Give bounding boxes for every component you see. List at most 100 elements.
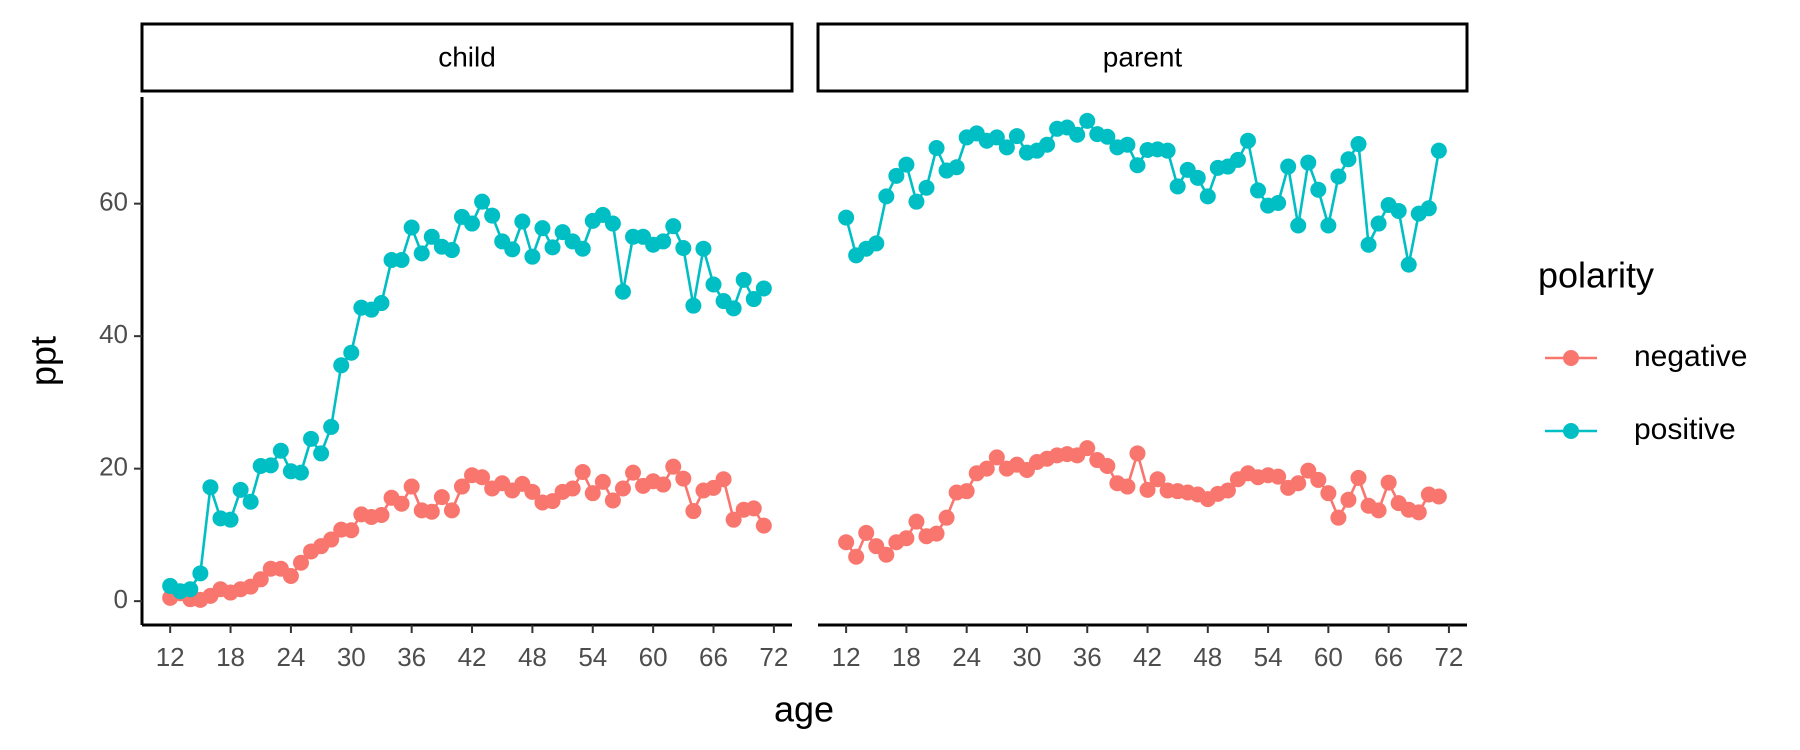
point — [564, 480, 581, 497]
point — [705, 276, 722, 293]
legend-key-point — [1563, 423, 1579, 439]
point — [1290, 475, 1307, 492]
point — [1199, 188, 1216, 205]
point — [474, 469, 491, 486]
x-axis-label: age — [774, 689, 834, 730]
point — [614, 283, 631, 300]
point — [1320, 217, 1337, 234]
point — [1270, 194, 1287, 211]
point — [594, 473, 611, 490]
series — [838, 112, 1447, 273]
series — [838, 440, 1447, 565]
point — [1219, 482, 1236, 499]
point — [1239, 132, 1256, 149]
y-tick-label: 0 — [114, 584, 128, 614]
point — [898, 530, 915, 547]
point — [544, 239, 561, 256]
point — [393, 495, 410, 512]
x-tick-label: 12 — [156, 642, 185, 672]
point — [938, 509, 955, 526]
point — [1099, 128, 1116, 145]
y-tick-label: 60 — [99, 187, 128, 217]
point — [675, 470, 692, 487]
point — [908, 193, 925, 210]
point — [544, 493, 561, 510]
point — [1290, 217, 1307, 234]
point — [272, 442, 289, 459]
point — [918, 179, 935, 196]
point — [1129, 157, 1146, 174]
point — [443, 502, 460, 519]
point — [574, 463, 591, 480]
point — [655, 476, 672, 493]
point — [988, 449, 1005, 466]
legend-label: positive — [1634, 413, 1736, 446]
point — [1340, 151, 1357, 168]
point — [1039, 136, 1056, 153]
x-tick-label: 30 — [1013, 642, 1042, 672]
point — [745, 500, 762, 517]
point — [433, 489, 450, 506]
point — [1119, 478, 1136, 495]
x-tick-label: 66 — [1374, 642, 1403, 672]
point — [755, 280, 772, 297]
legend-title: polarity — [1538, 255, 1654, 296]
point — [1370, 502, 1387, 519]
point — [484, 207, 501, 224]
point — [685, 297, 702, 314]
point — [232, 481, 249, 498]
x-tick-label: 12 — [832, 642, 861, 672]
point — [1280, 158, 1297, 175]
point — [1069, 126, 1086, 143]
point — [604, 492, 621, 509]
point — [1310, 471, 1327, 488]
point — [1400, 256, 1417, 273]
x-tick-label: 24 — [276, 642, 305, 672]
x-tick-label: 36 — [1073, 642, 1102, 672]
point — [665, 218, 682, 235]
x-tick-label: 60 — [639, 642, 668, 672]
point — [1129, 445, 1146, 462]
point — [403, 219, 420, 236]
point — [1360, 236, 1377, 253]
point — [313, 445, 330, 462]
legend-key-point — [1563, 350, 1579, 366]
point — [908, 513, 925, 530]
point — [1320, 485, 1337, 502]
point — [838, 534, 855, 551]
point — [554, 224, 571, 241]
point — [1008, 128, 1025, 145]
point — [1420, 200, 1437, 217]
point — [242, 493, 259, 510]
point — [978, 460, 995, 477]
point — [343, 522, 360, 539]
point — [1079, 440, 1096, 457]
legend-label: negative — [1634, 340, 1747, 373]
point — [1300, 154, 1317, 171]
point — [423, 503, 440, 520]
point — [1380, 474, 1397, 491]
x-tick-label: 48 — [1193, 642, 1222, 672]
point — [1099, 458, 1116, 475]
point — [464, 215, 481, 232]
point — [524, 248, 541, 265]
point — [1430, 142, 1447, 159]
point — [514, 213, 531, 230]
point — [262, 457, 279, 474]
point — [1340, 491, 1357, 508]
point — [403, 478, 420, 495]
point — [604, 215, 621, 232]
point — [888, 167, 905, 184]
x-tick-label: 54 — [578, 642, 607, 672]
point — [625, 464, 642, 481]
x-tick-label: 18 — [216, 642, 245, 672]
point — [202, 479, 219, 496]
point — [848, 548, 865, 565]
point — [443, 242, 460, 259]
x-tick-label: 36 — [397, 642, 426, 672]
point — [614, 480, 631, 497]
point — [878, 188, 895, 205]
point — [1250, 182, 1267, 199]
point — [755, 517, 772, 534]
facet-strip — [140, 22, 794, 93]
